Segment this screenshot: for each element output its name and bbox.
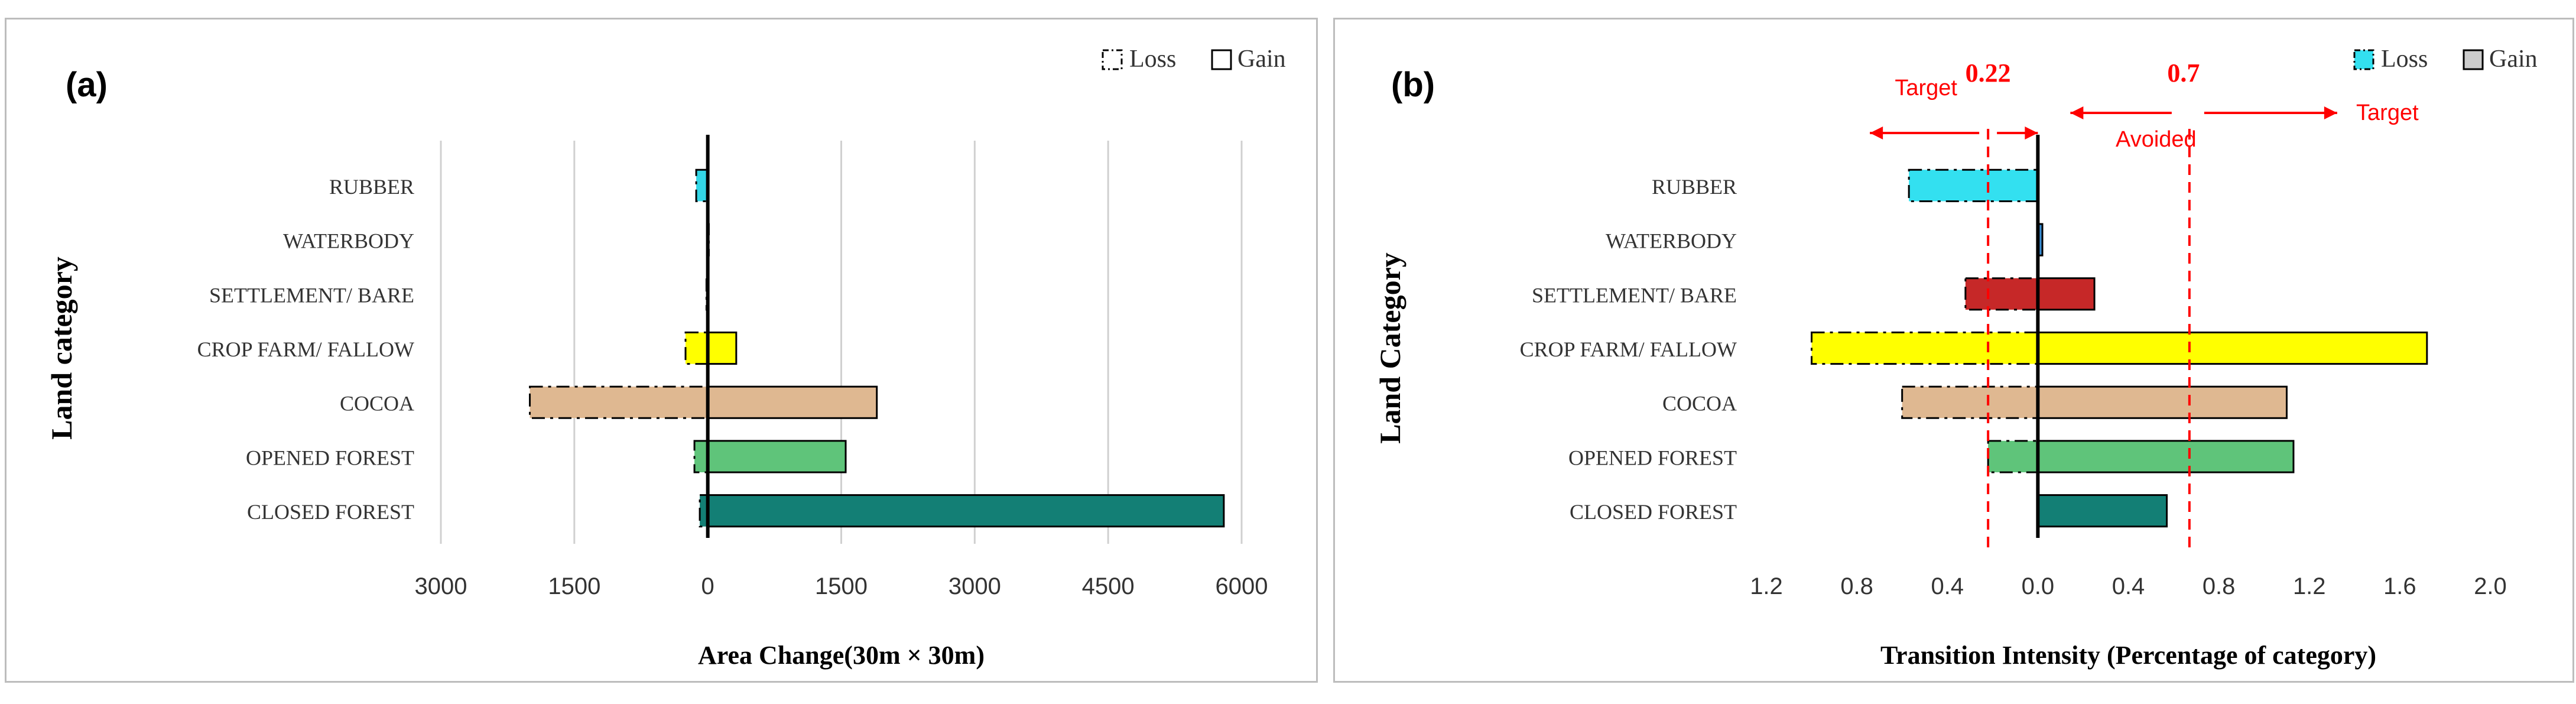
loss-bar-cocoa [1901,385,2039,419]
loss-bar-rubber [1908,168,2039,202]
x-tick-label: 0.8 [2203,573,2236,599]
category-label-closed-forest: CLOSED FOREST [1570,500,1737,524]
x-tick-label: 1.2 [1750,573,1783,599]
loss-bar-crop-farm-fallow [1811,331,2039,365]
legend-label-gain: Gain [1237,46,1286,73]
chart-a-svg: (a) 3000 1500 0 1500 3000 4500 6000 RUBBER WATERB… [45,46,1286,670]
legend-swatch-loss [1102,49,1123,70]
category-label-rubber: RUBBER [1652,175,1737,199]
loss-bar-opened-forest [693,440,709,473]
legend-swatch-gain [2463,49,2484,70]
gain-bar-crop-farm-fallow [2036,331,2428,365]
panel-label: (a) [66,66,108,104]
loss-bar-crop-farm-fallow [684,331,709,365]
panel-label: (b) [1391,66,1435,104]
arrow-target-left-head [1870,126,1883,139]
x-tick-label: 6000 [1216,573,1268,599]
category-label-cocoa: COCOA [1662,392,1737,416]
loss-bar-closed-forest [699,494,709,528]
x-tick-label: 1.6 [2383,573,2416,599]
chart-b-svg: (b) 1.2 0.8 0.4 0.0 0.4 0.8 1.2 1.6 2.0 RUBBER WATE… [1373,46,2538,670]
x-tick-label: 1.2 [2293,573,2326,599]
arrow-target-right-head [2324,106,2337,119]
category-label-settlement-bare: SETTLEMENT/ BARE [1532,283,1737,307]
reference-label-0: 0.22 [1966,59,2011,87]
x-tick-label: 0 [701,573,714,599]
loss-bar-opened-forest [1987,440,2039,473]
x-tick-label: 1500 [548,573,600,599]
x-tick-label: 0.4 [1931,573,1964,599]
x-tick-label: 3000 [415,573,467,599]
category-label-waterbody: WATERBODY [1606,229,1737,253]
legend-swatch-loss [2353,49,2374,70]
gain-bar-cocoa [2036,385,2288,419]
x-axis-title: Transition Intensity (Percentage of cate… [1880,641,2376,670]
gain-bar-settlement-bare [2036,277,2096,311]
category-label-closed-forest: CLOSED FOREST [247,500,414,524]
chart-panel-a: (a) 3000 1500 0 1500 3000 4500 6000 RUBBER WATERB… [5,18,1318,683]
annotation-target-right: Target [2356,100,2419,125]
legend-label-loss: Loss [2381,46,2428,73]
annotation-target-left: Target [1895,76,1957,100]
reference-label-1: 0.7 [2167,59,2200,87]
category-label-settlement-bare: SETTLEMENT/ BARE [209,283,414,307]
gain-bar-closed-forest [2036,494,2168,528]
gain-bar-opened-forest [707,440,847,473]
x-tick-label: 4500 [1082,573,1135,599]
category-label-crop-farm-fallow: CROP FARM/ FALLOW [197,338,414,361]
y-axis-title: Land Category [1373,252,1406,444]
x-tick-label: 0.0 [2022,573,2055,599]
category-label-opened-forest: OPENED FOREST [246,446,414,469]
y-axis-title: Land category [45,257,78,440]
legend-label-gain: Gain [2489,46,2538,73]
arrow-avoided-head [2070,106,2084,119]
category-label-rubber: RUBBER [329,175,414,199]
chart-panel-b: (b) 1.2 0.8 0.4 0.0 0.4 0.8 1.2 1.6 2.0 RUBBER WATE… [1333,18,2574,683]
category-label-cocoa: COCOA [340,392,414,416]
category-label-waterbody: WATERBODY [283,229,414,253]
loss-bar-cocoa [529,385,709,419]
category-label-crop-farm-fallow: CROP FARM/ FALLOW [1520,338,1737,361]
gain-bar-cocoa [707,385,878,419]
category-label-opened-forest: OPENED FOREST [1568,446,1737,469]
loss-bar-settlement-bare [1964,277,2039,311]
x-tick-label: 0.4 [2112,573,2145,599]
gain-bar-opened-forest [2036,440,2295,473]
x-tick-label: 0.8 [1840,573,1873,599]
x-tick-label: 2.0 [2474,573,2507,599]
legend-swatch-gain [1211,49,1232,70]
x-axis-title: Area Change(30m × 30m) [698,641,985,670]
gain-bar-crop-farm-fallow [707,331,738,365]
arrow-target-left-right-head [2025,126,2038,139]
annotation-avoided: Avoided [2116,127,2197,152]
x-tick-label: 1500 [815,573,868,599]
legend-label-loss: Loss [1129,46,1176,73]
x-tick-label: 3000 [948,573,1001,599]
gain-bar-closed-forest [707,494,1225,528]
